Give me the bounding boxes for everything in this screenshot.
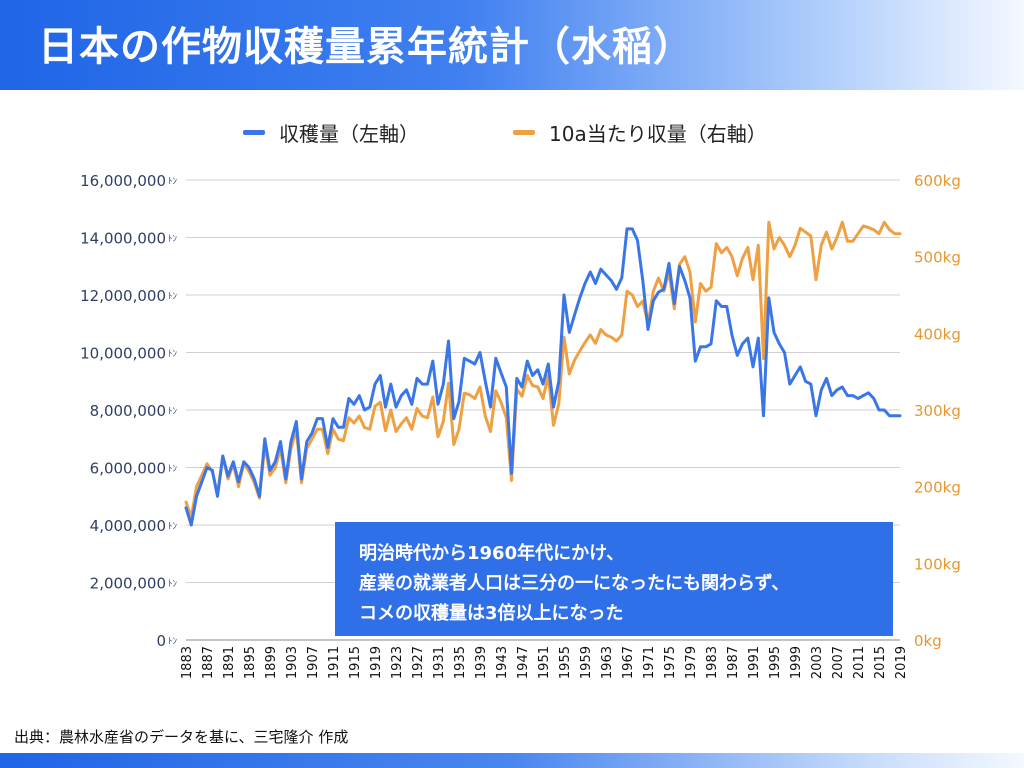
x-axis-tick-label: 1983 xyxy=(705,646,720,679)
legend-label-per-10a: 10a当たり収量（右軸） xyxy=(549,122,767,146)
x-axis-tick-label: 2015 xyxy=(873,646,888,679)
left-axis-unit-label: ﾄﾝ xyxy=(168,407,178,417)
x-axis-tick-label: 1991 xyxy=(747,646,762,679)
left-axis-unit-label: ﾄﾝ xyxy=(168,580,178,590)
legend-item-per-10a: 10a当たり収量（右軸） xyxy=(513,118,767,147)
left-axis-tick-label: 10,000,000 xyxy=(80,345,166,363)
title-bar: 日本の作物収穫量累年統計（水稲） xyxy=(0,0,1024,90)
x-axis-tick-label: 2019 xyxy=(894,646,909,679)
x-axis-tick-label: 2011 xyxy=(852,646,867,679)
left-axis-tick-label: 14,000,000 xyxy=(80,230,166,248)
x-axis-tick-label: 1911 xyxy=(327,646,342,679)
x-axis-tick-label: 1971 xyxy=(642,646,657,679)
x-axis-tick-label: 1943 xyxy=(495,646,510,679)
x-axis-tick-label: 1919 xyxy=(369,646,384,679)
annotation-line-2: 産業の就業者人口は三分の一になったにも関わらず、 xyxy=(359,573,790,594)
right-axis-tick-label: 500kg xyxy=(914,249,961,267)
x-axis-tick-label: 1987 xyxy=(726,646,741,679)
x-axis-tick-label: 1999 xyxy=(789,646,804,679)
left-axis-unit-label: ﾄﾝ xyxy=(168,235,178,245)
legend-swatch-orange xyxy=(513,130,535,135)
x-axis-tick-label: 1975 xyxy=(663,646,678,679)
x-axis-tick-label: 1903 xyxy=(285,646,300,679)
left-axis-tick-label: 6,000,000 xyxy=(90,460,166,478)
series-line-yield xyxy=(184,227,902,527)
series-lines xyxy=(184,220,902,527)
x-axis-tick-label: 1915 xyxy=(348,646,363,679)
x-axis-tick-label: 2007 xyxy=(831,646,846,679)
left-axis-tick-label: 2,000,000 xyxy=(90,575,166,593)
series-line-per-10a xyxy=(184,220,902,519)
left-axis: 0 ﾄﾝ2,000,000 ﾄﾝ4,000,000 ﾄﾝ6,000,000 ﾄﾝ8,00… xyxy=(80,172,177,650)
legend-swatch-blue xyxy=(243,130,265,135)
chart-legend: 収穫量（左軸） 10a当たり収量（右軸） xyxy=(0,118,1024,148)
x-axis-tick-label: 1959 xyxy=(579,646,594,679)
left-axis-tick-label: 12,000,000 xyxy=(80,287,166,305)
x-axis-tick-label: 1895 xyxy=(243,646,258,679)
x-axis-tick-label: 1899 xyxy=(264,646,279,679)
x-axis-tick-label: 2003 xyxy=(810,646,825,679)
right-axis-tick-label: 0kg xyxy=(914,632,942,650)
x-axis-tick-label: 1923 xyxy=(390,646,405,679)
legend-label-yield: 収穫量（左軸） xyxy=(279,122,419,146)
x-axis-tick-label: 1939 xyxy=(474,646,489,679)
right-axis-tick-label: 600kg xyxy=(914,172,961,190)
x-axis-tick-label: 1931 xyxy=(432,646,447,679)
right-axis-tick-label: 200kg xyxy=(914,479,961,497)
x-axis: 1883 1887 1891 1895 1899 1903 1907 1911 1915 1919… xyxy=(180,646,909,679)
right-axis-tick-label: 400kg xyxy=(914,325,961,343)
grid-lines xyxy=(186,179,900,641)
x-axis-tick-label: 1947 xyxy=(516,646,531,679)
left-axis-tick-label: 8,000,000 xyxy=(90,402,166,420)
left-axis-unit-label: ﾄﾝ xyxy=(168,637,178,647)
x-axis-tick-label: 1995 xyxy=(768,646,783,679)
x-axis-tick-label: 1935 xyxy=(453,646,468,679)
right-axis: 0kg 100kg 200kg 300kg 400kg 500kg 600kg xyxy=(914,172,961,650)
x-axis-tick-label: 1963 xyxy=(600,646,615,679)
page-title: 日本の作物収穫量累年統計（水稲） xyxy=(38,24,694,70)
annotation-line-3: コメの収穫量は3倍以上になった xyxy=(359,603,624,624)
bottom-bar xyxy=(0,753,1024,768)
x-axis-tick-label: 1979 xyxy=(684,646,699,679)
annotation-line-1: 明治時代から1960年代にかけ、 xyxy=(359,543,625,564)
left-axis-tick-label: 0 xyxy=(156,632,166,650)
left-axis-unit-label: ﾄﾝ xyxy=(168,465,178,475)
annotation-box: 明治時代から1960年代にかけ、 産業の就業者人口は三分の一になったにも関わらず… xyxy=(335,522,893,636)
right-axis-tick-label: 100kg xyxy=(914,555,961,573)
x-axis-tick-label: 1955 xyxy=(558,646,573,679)
x-axis-tick-label: 1887 xyxy=(201,646,216,679)
source-note: 出典：農林水産省のデータを基に、三宅隆介 作成 xyxy=(14,728,349,746)
x-axis-tick-label: 1967 xyxy=(621,646,636,679)
left-axis-tick-label: 16,000,000 xyxy=(80,172,166,190)
x-axis-tick-label: 1883 xyxy=(180,646,195,679)
left-axis-unit-label: ﾄﾝ xyxy=(168,177,178,187)
x-axis-tick-label: 1927 xyxy=(411,646,426,679)
x-axis-tick-label: 1951 xyxy=(537,646,552,679)
left-axis-unit-label: ﾄﾝ xyxy=(168,292,178,302)
left-axis-tick-label: 4,000,000 xyxy=(90,517,166,535)
left-axis-unit-label: ﾄﾝ xyxy=(168,350,178,360)
x-axis-tick-label: 1891 xyxy=(222,646,237,679)
left-axis-unit-label: ﾄﾝ xyxy=(168,522,178,532)
right-axis-tick-label: 300kg xyxy=(914,402,961,420)
legend-item-yield: 収穫量（左軸） xyxy=(243,118,419,147)
x-axis-tick-label: 1907 xyxy=(306,646,321,679)
